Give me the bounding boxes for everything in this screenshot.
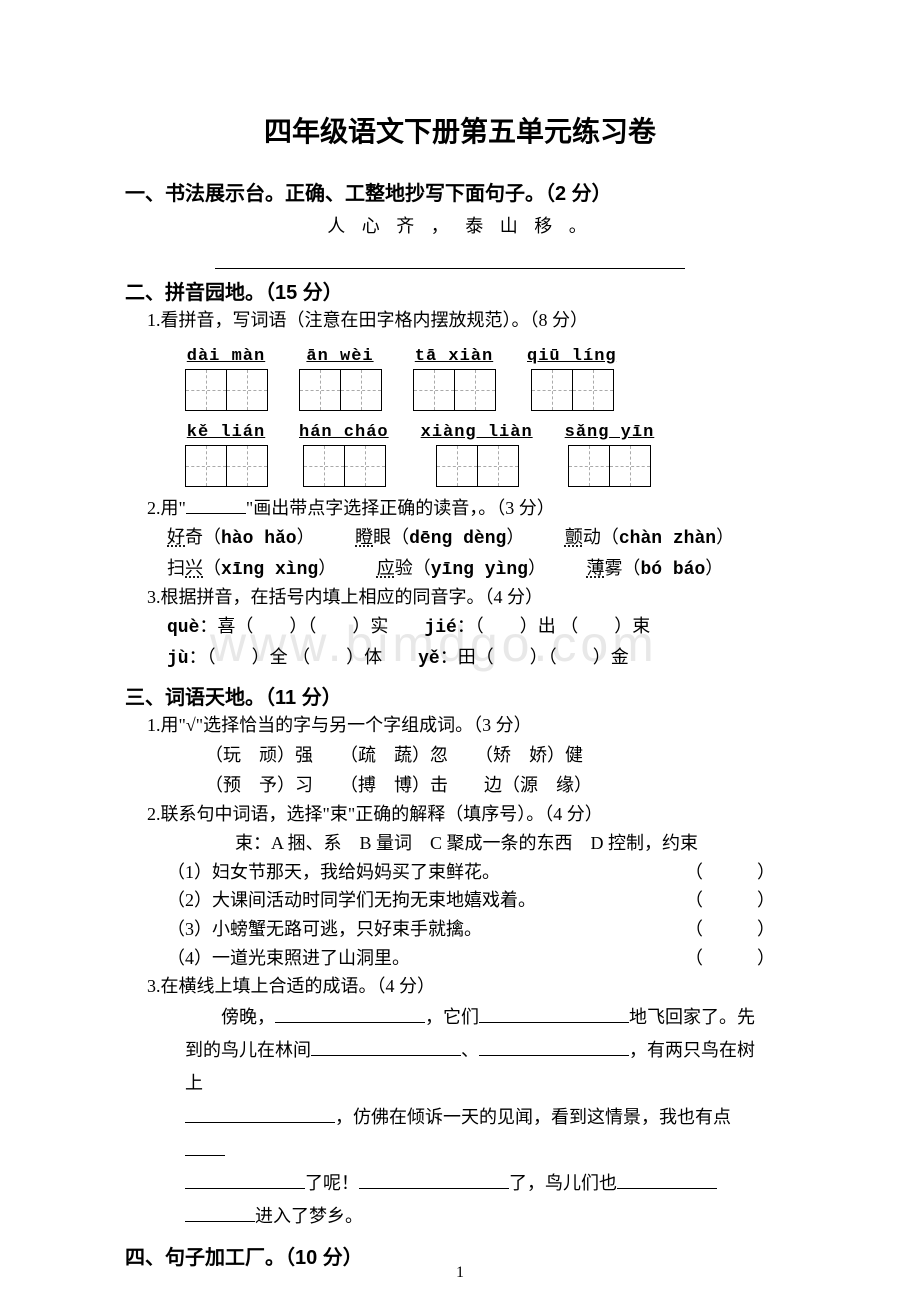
section-4-head: 四、句子加工厂。（10 分）	[125, 1244, 795, 1272]
tianzige	[531, 369, 613, 411]
pinyin-cell: kě lián	[185, 423, 267, 487]
reading-line-1: 好奇（hào hǎo） 瞪眼（dēng dèng） 颤动（chàn zhàn）	[167, 523, 795, 554]
pinyin-cell: qiū líng	[527, 347, 617, 411]
pinyin-cell: sǎng yīn	[565, 423, 655, 487]
tianzige	[436, 445, 518, 487]
section-2-item-1: 1.看拼音，写词语（注意在田字格内摆放规范）。（8 分）	[147, 307, 795, 335]
pinyin-label: hán cháo	[299, 423, 389, 442]
section-3-item-3: 3.在横线上填上合适的成语。（4 分）	[147, 973, 795, 1001]
pinyin-cell: dài màn	[185, 347, 267, 411]
tianzige	[413, 369, 495, 411]
pinyin-label: dài màn	[187, 347, 265, 366]
pinyin-label: qiū líng	[527, 347, 617, 366]
example-2: （2）大课间活动时同学们无拘无束地嬉戏着。（ ）	[167, 886, 775, 915]
pinyin-row-2: kě lián hán cháo xiàng liàn sǎng yīn	[185, 423, 795, 487]
pinyin-cell: ān wèi	[299, 347, 381, 411]
section-3-item-1: 1.用"√"选择恰当的字与另一个字组成词。（3 分）	[147, 712, 795, 740]
tianzige	[568, 445, 650, 487]
section-1-head: 一、书法展示台。正确、工整地抄写下面句子。（2 分）	[125, 180, 795, 208]
writing-line	[215, 268, 685, 269]
fill-paragraph: 傍晚，，它们地飞回家了。先到的鸟儿在林间、，有两只鸟在树上 ，仿佛在倾诉一天的见…	[185, 1001, 765, 1234]
pinyin-label: sǎng yīn	[565, 423, 655, 442]
pinyin-cell: hán cháo	[299, 423, 389, 487]
pinyin-cell: tā xiàn	[413, 347, 495, 411]
pinyin-label: tā xiàn	[415, 347, 493, 366]
tianzige	[299, 369, 381, 411]
pinyin-row-1: dài màn ān wèi tā xiàn qiū líng	[185, 347, 795, 411]
definition-line: 束：A 捆、系 B 量词 C 聚成一条的东西 D 控制，约束	[235, 829, 795, 858]
homophone-line-1: què：喜（ ）（ ）实 jié：（ ）出 （ ）束	[167, 612, 795, 643]
example-4: （4）一道光束照进了山洞里。（ ）	[167, 944, 775, 973]
example-1: （1）妇女节那天，我给妈妈买了束鲜花。（ ）	[167, 858, 775, 887]
example-3: （3）小螃蟹无路可逃，只好束手就擒。（ ）	[167, 915, 775, 944]
section-2-item-3: 3.根据拼音，在括号内填上相应的同音字。（4 分）	[147, 584, 795, 612]
choice-line-2: （预 予）习 （搏 博）击 边（源 缘）	[205, 770, 795, 801]
section-1-line: 人 心 齐 ， 泰 山 移 。	[125, 212, 795, 238]
section-2-item-2: 2.用""画出带点字选择正确的读音，。（3 分）	[147, 495, 795, 523]
section-2-head: 二、拼音园地。（15 分）	[125, 279, 795, 307]
tianzige	[303, 445, 385, 487]
tianzige	[185, 369, 267, 411]
tianzige	[185, 445, 267, 487]
pinyin-label: ān wèi	[306, 347, 373, 366]
pinyin-cell: xiàng liàn	[421, 423, 533, 487]
section-3-item-2: 2.联系句中词语，选择"束"正确的解释（填序号）。（4 分）	[147, 801, 795, 829]
choice-line-1: （玩 顽）强 （疏 蔬）忽 （矫 娇）健	[205, 740, 795, 771]
pinyin-label: xiàng liàn	[421, 423, 533, 442]
reading-line-2: 扫兴（xīng xìng） 应验（yīng yìng） 薄雾（bó báo）	[167, 554, 795, 585]
doc-title: 四年级语文下册第五单元练习卷	[125, 110, 795, 150]
page-content: 四年级语文下册第五单元练习卷 一、书法展示台。正确、工整地抄写下面句子。（2 分…	[125, 110, 795, 1272]
pinyin-label: kě lián	[187, 423, 265, 442]
section-3-head: 三、词语天地。（11 分）	[125, 684, 795, 712]
homophone-line-2: jù：（ ）全 （ ）体 yě：田（ ）（ ）金	[167, 643, 795, 674]
